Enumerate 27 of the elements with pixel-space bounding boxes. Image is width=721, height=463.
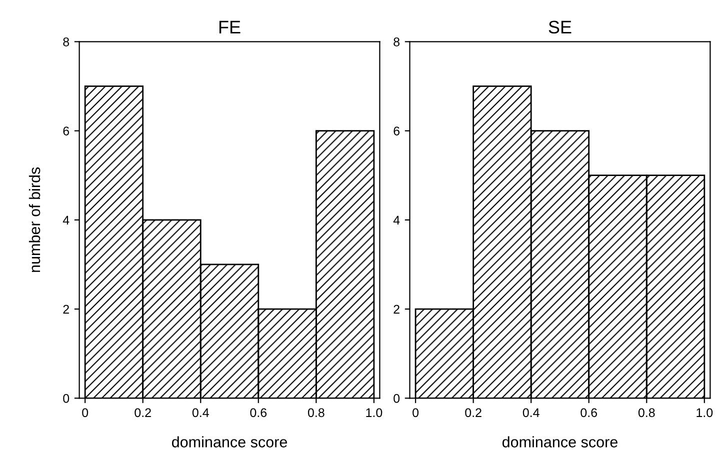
y-tick-label: 0: [63, 394, 70, 403]
x-tick-label: 0.8: [308, 408, 324, 418]
x-axis-title: dominance score: [172, 436, 288, 448]
y-axis-title: number of birds: [28, 167, 40, 272]
x-tick-label: 1.0: [696, 408, 713, 418]
y-tick-label: 4: [393, 216, 400, 224]
x-axis-title: dominance score: [502, 436, 618, 448]
y-tick-label: 0: [394, 394, 400, 403]
chart-title: SE: [548, 20, 572, 34]
y-tick-label: 2: [63, 304, 69, 314]
x-tick-label: 0: [82, 408, 88, 418]
x-tick-label: 0.4: [192, 408, 209, 418]
y-tick-label: 8: [394, 37, 400, 46]
y-tick-label: 6: [394, 126, 400, 136]
y-tick-label: 8: [63, 37, 70, 46]
y-tick-label: 4: [62, 216, 70, 224]
chart-title: FE: [219, 20, 240, 34]
x-tick-label: 0.6: [250, 408, 267, 418]
x-tick-label: 0.4: [522, 408, 540, 418]
y-tick-label: 6: [63, 126, 70, 136]
x-tick-label: 0.2: [134, 408, 151, 418]
x-tick-label: 0.2: [465, 408, 482, 418]
x-tick-label: 0.6: [580, 408, 598, 418]
y-tick-label: 2: [394, 304, 400, 314]
x-tick-label: 1.0: [366, 408, 382, 418]
x-tick-label: 0: [412, 408, 419, 418]
x-tick-label: 0.8: [638, 408, 655, 418]
